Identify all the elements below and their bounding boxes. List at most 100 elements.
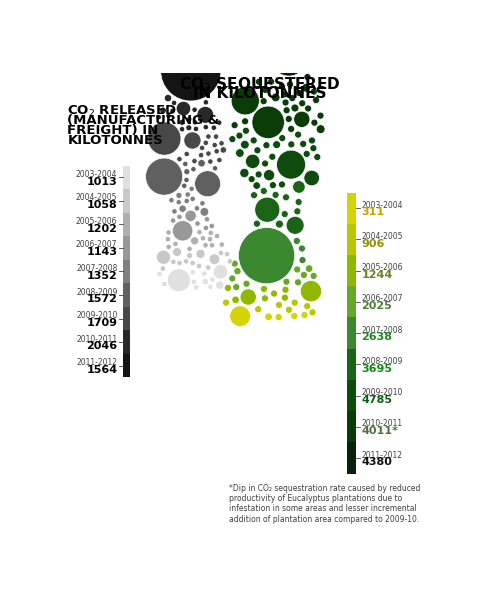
- Circle shape: [194, 206, 200, 211]
- Circle shape: [164, 95, 172, 102]
- Circle shape: [262, 87, 269, 93]
- Circle shape: [198, 159, 205, 167]
- Circle shape: [195, 221, 200, 226]
- Circle shape: [208, 230, 214, 235]
- Circle shape: [179, 120, 185, 125]
- Circle shape: [219, 141, 224, 146]
- Circle shape: [182, 183, 187, 188]
- Circle shape: [250, 192, 257, 199]
- Circle shape: [289, 95, 296, 102]
- Circle shape: [308, 137, 315, 144]
- Circle shape: [281, 294, 288, 301]
- Circle shape: [199, 145, 205, 151]
- Circle shape: [260, 187, 267, 195]
- Circle shape: [281, 210, 288, 218]
- Circle shape: [202, 271, 207, 276]
- Text: 2009-2010: 2009-2010: [362, 388, 403, 397]
- Circle shape: [291, 104, 299, 112]
- Circle shape: [285, 306, 292, 314]
- Circle shape: [260, 285, 267, 292]
- Circle shape: [293, 181, 305, 193]
- Circle shape: [156, 250, 171, 264]
- Circle shape: [220, 147, 227, 153]
- Circle shape: [192, 120, 198, 125]
- Bar: [123, 213, 130, 236]
- Circle shape: [267, 78, 274, 85]
- Circle shape: [243, 280, 250, 287]
- Text: 2025: 2025: [362, 301, 392, 311]
- Circle shape: [310, 273, 317, 279]
- Circle shape: [313, 96, 320, 104]
- Circle shape: [200, 201, 205, 206]
- Circle shape: [243, 127, 249, 134]
- Circle shape: [286, 81, 293, 88]
- Circle shape: [184, 198, 189, 204]
- Circle shape: [246, 154, 260, 168]
- Circle shape: [278, 181, 285, 188]
- Text: 4785: 4785: [362, 395, 392, 405]
- Circle shape: [239, 228, 295, 284]
- Bar: [347, 224, 356, 255]
- Circle shape: [190, 260, 195, 266]
- Circle shape: [231, 121, 238, 129]
- Bar: [123, 283, 130, 307]
- Circle shape: [291, 312, 298, 320]
- Circle shape: [254, 306, 262, 313]
- Text: IN KILOTONNES: IN KILOTONNES: [193, 85, 327, 101]
- Circle shape: [316, 125, 325, 134]
- Circle shape: [294, 266, 301, 273]
- Circle shape: [261, 160, 268, 167]
- Circle shape: [209, 223, 215, 229]
- Bar: [347, 380, 356, 411]
- Circle shape: [232, 296, 240, 304]
- Circle shape: [197, 107, 214, 123]
- Circle shape: [206, 151, 211, 156]
- Circle shape: [190, 270, 196, 275]
- Circle shape: [203, 140, 209, 145]
- Text: 2010-2011: 2010-2011: [76, 335, 118, 343]
- Circle shape: [269, 182, 276, 188]
- Circle shape: [295, 90, 303, 96]
- Text: 2006-2007: 2006-2007: [76, 240, 118, 249]
- Circle shape: [209, 243, 215, 248]
- Text: 2007-2008: 2007-2008: [362, 326, 403, 335]
- Circle shape: [184, 132, 201, 149]
- Circle shape: [192, 107, 197, 112]
- Circle shape: [288, 141, 295, 148]
- Circle shape: [299, 257, 306, 264]
- Circle shape: [242, 118, 249, 125]
- Text: 311: 311: [362, 207, 384, 217]
- Circle shape: [194, 285, 199, 290]
- Text: 2005-2006: 2005-2006: [76, 217, 118, 226]
- Bar: [123, 165, 130, 189]
- Circle shape: [211, 125, 217, 131]
- Circle shape: [212, 142, 217, 148]
- Text: 2003-2004: 2003-2004: [76, 170, 118, 179]
- Circle shape: [304, 303, 311, 310]
- Circle shape: [234, 268, 241, 274]
- Text: 2004-2005: 2004-2005: [362, 232, 403, 241]
- Circle shape: [172, 221, 193, 241]
- Circle shape: [269, 153, 276, 160]
- Text: 2011-2012: 2011-2012: [76, 358, 118, 367]
- Circle shape: [206, 134, 211, 139]
- Circle shape: [310, 88, 317, 95]
- Circle shape: [207, 237, 213, 242]
- Circle shape: [240, 168, 249, 178]
- Circle shape: [196, 264, 202, 269]
- Bar: [123, 354, 130, 378]
- Circle shape: [241, 140, 249, 149]
- Circle shape: [213, 134, 219, 139]
- Text: *Dip in CO₂ sequestration rate caused by reduced
productivity of Eucalyptus plan: *Dip in CO₂ sequestration rate caused by…: [229, 484, 420, 524]
- Text: 2008-2009: 2008-2009: [362, 357, 403, 366]
- Circle shape: [263, 170, 274, 181]
- Circle shape: [177, 260, 182, 265]
- Bar: [123, 189, 130, 213]
- Text: 2009-2010: 2009-2010: [76, 311, 118, 320]
- Bar: [347, 349, 356, 380]
- Circle shape: [225, 251, 230, 257]
- Bar: [347, 193, 356, 224]
- Circle shape: [254, 147, 261, 154]
- Circle shape: [184, 178, 189, 182]
- Circle shape: [275, 220, 283, 228]
